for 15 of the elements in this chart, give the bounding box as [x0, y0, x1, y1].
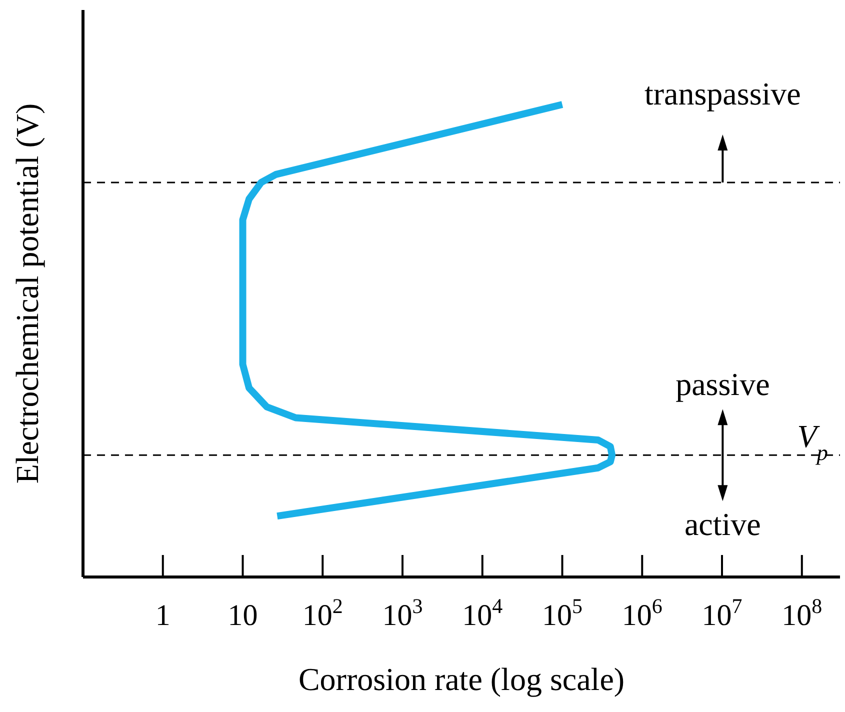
x-axis-title: Corrosion rate (log scale) — [298, 661, 625, 697]
x-tick-label: 10$^{3}$ — [382, 594, 423, 632]
x-tick-label: 10$^{7}$ — [702, 594, 742, 632]
x-tick-label: 10$^{8}$ — [782, 594, 822, 632]
annotation: active — [684, 506, 761, 542]
x-tick-label: 10$^{6}$ — [622, 594, 662, 632]
x-tick-label: 10$^{2}$ — [302, 594, 343, 632]
x-tick-label: 1 — [155, 599, 170, 632]
x-tick-label: 10$^{4}$ — [462, 594, 504, 632]
ref-line-label: V$_{p}$ — [797, 418, 828, 465]
annotation: transpassive — [644, 75, 801, 112]
annotation: passive — [676, 366, 770, 402]
y-axis-title: Electrochemical potential (V) — [9, 103, 45, 484]
x-tick-label: 10$^{5}$ — [542, 594, 583, 632]
x-tick-label: 10 — [228, 599, 258, 632]
